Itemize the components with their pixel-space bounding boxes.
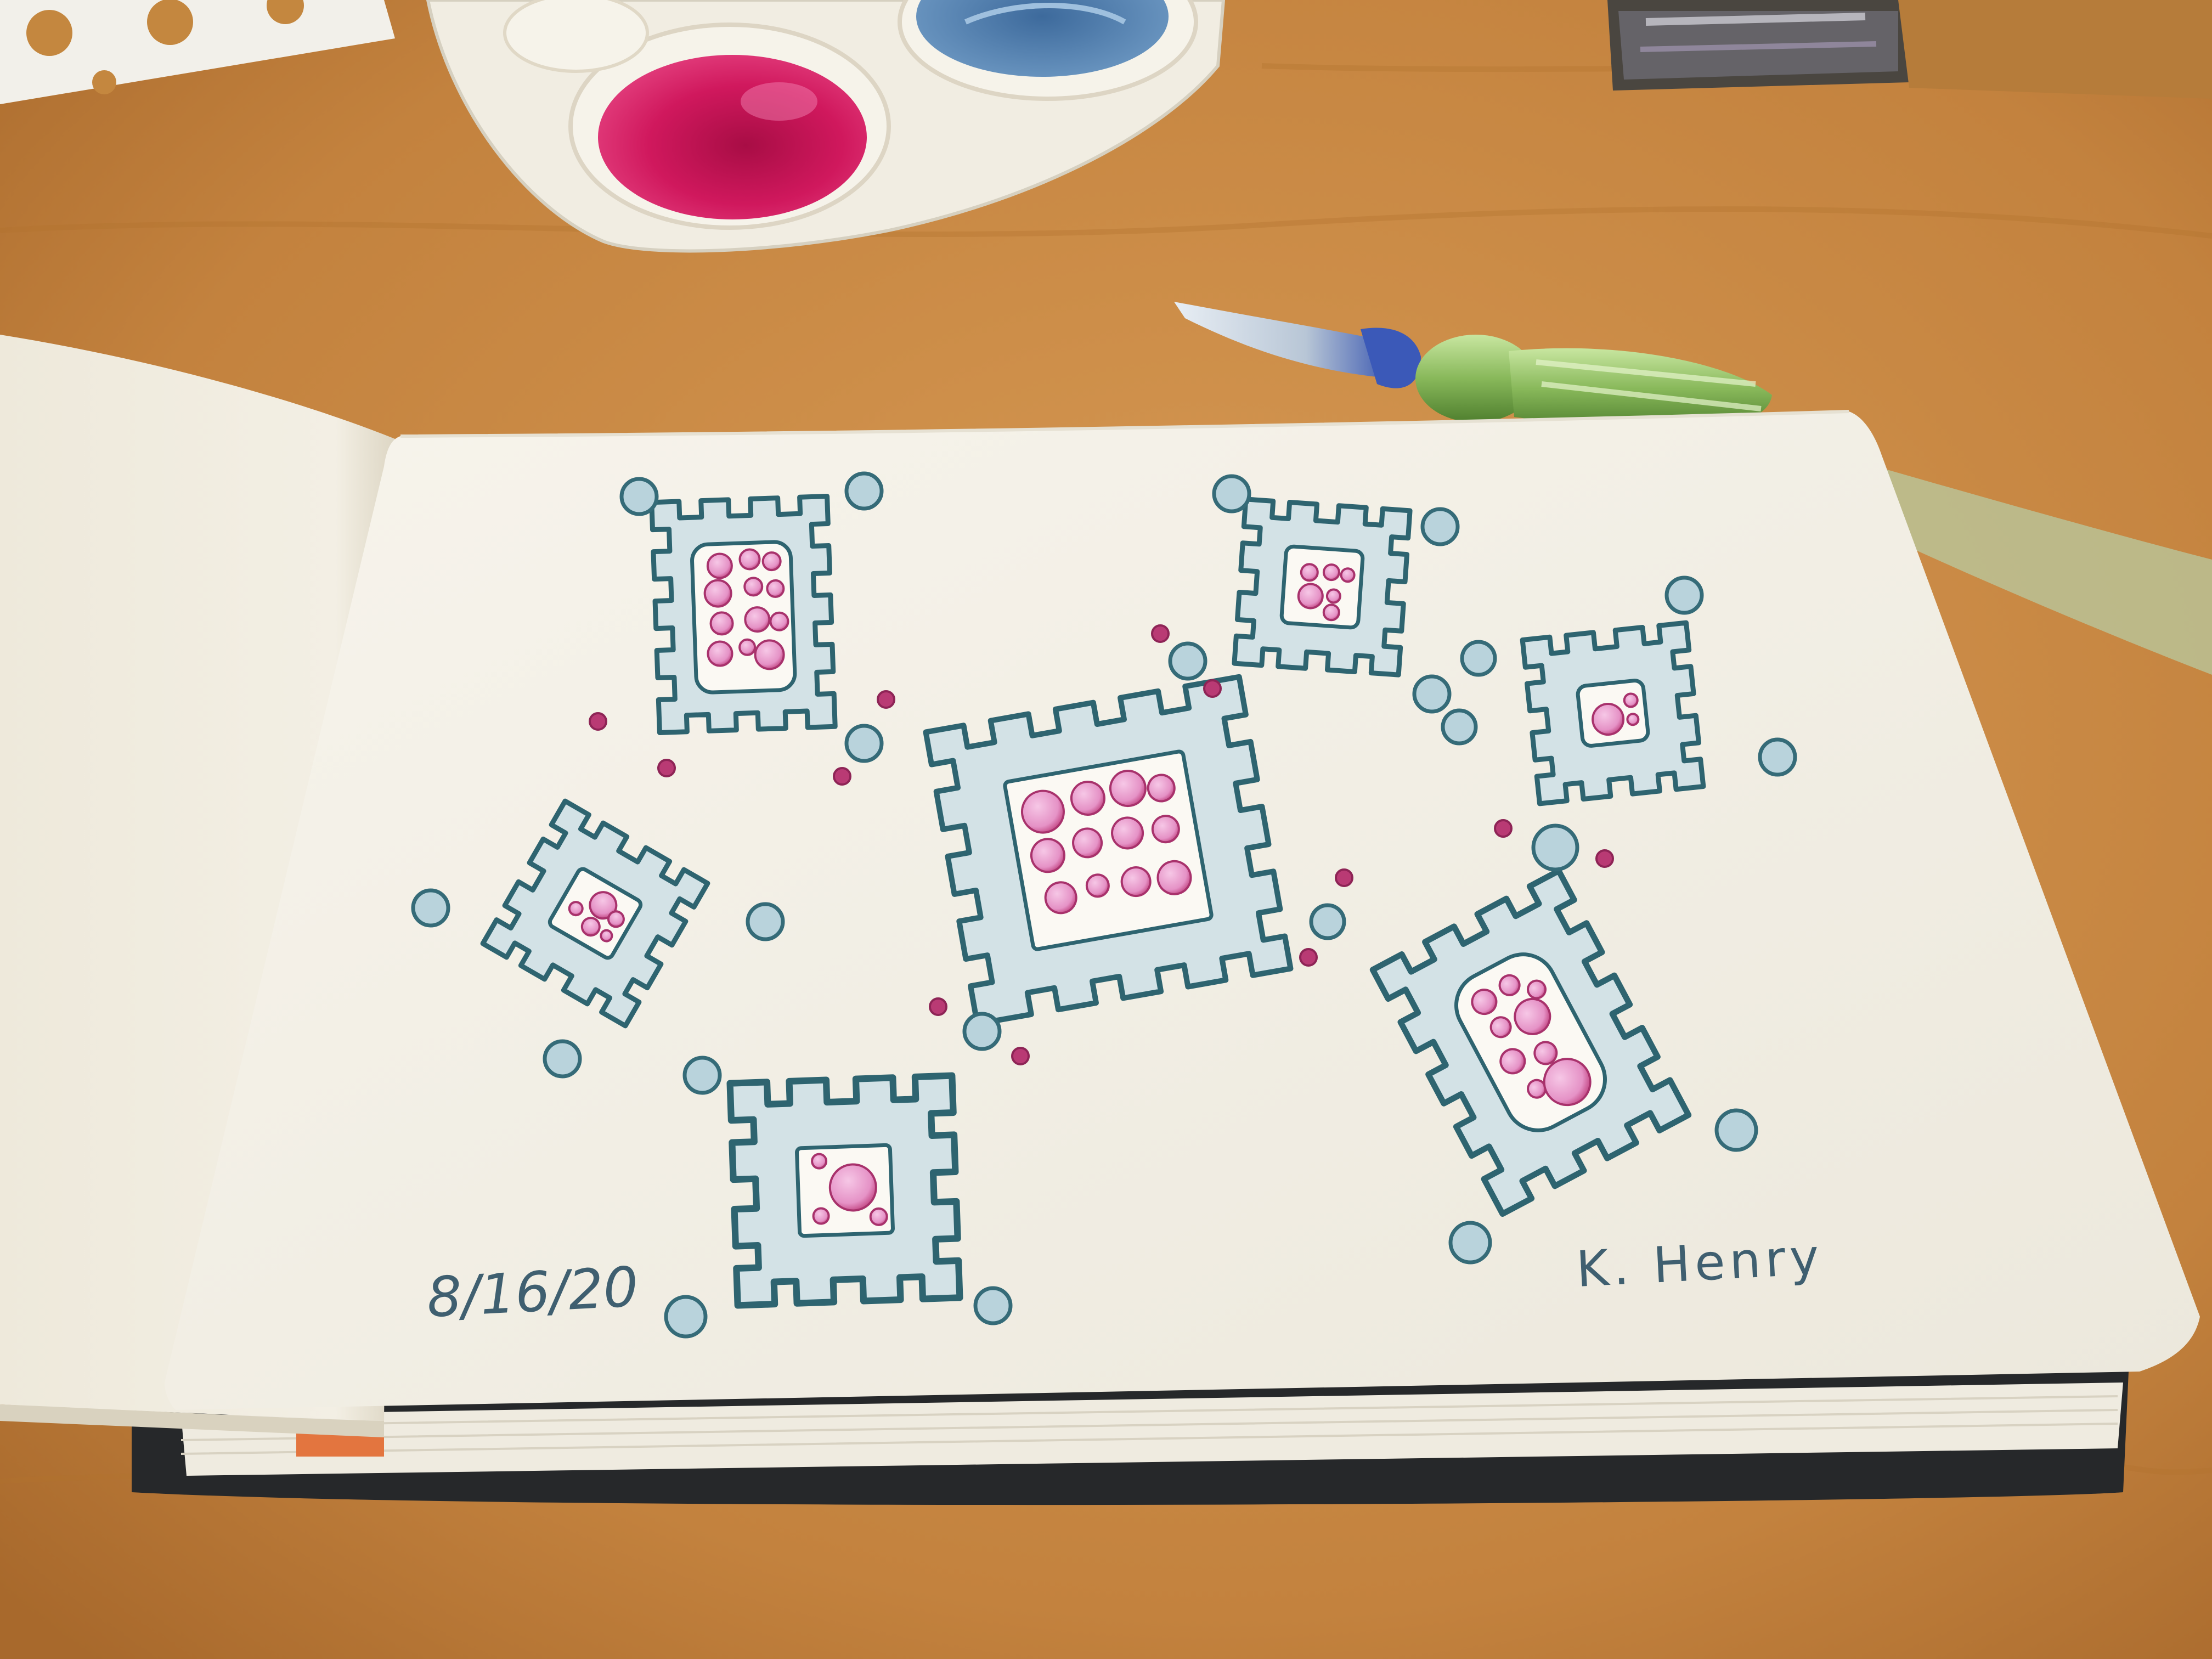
stamp-left (483, 801, 708, 1026)
artist-signature: K. Henry (1575, 1228, 1825, 1299)
stamp-bottom-right (1373, 871, 1689, 1214)
stamp-top-right-small (1234, 499, 1410, 675)
sketchbook-page-edges (181, 1383, 2123, 1476)
stamp-far-right (1522, 623, 1703, 804)
stamp-top-left (652, 496, 835, 733)
stamp-center-large (926, 677, 1291, 1024)
magenta-dots (589, 624, 1614, 1065)
stamp-bottom-left (730, 1076, 960, 1306)
ink-bottle (1607, 0, 2212, 99)
punched-paper-strip (0, 0, 395, 104)
blue-dots (411, 471, 1797, 1339)
paint-palette (426, 0, 1226, 253)
pink-dot-cluster (703, 548, 789, 670)
sketch-date: 8/16/20 (425, 1255, 640, 1330)
